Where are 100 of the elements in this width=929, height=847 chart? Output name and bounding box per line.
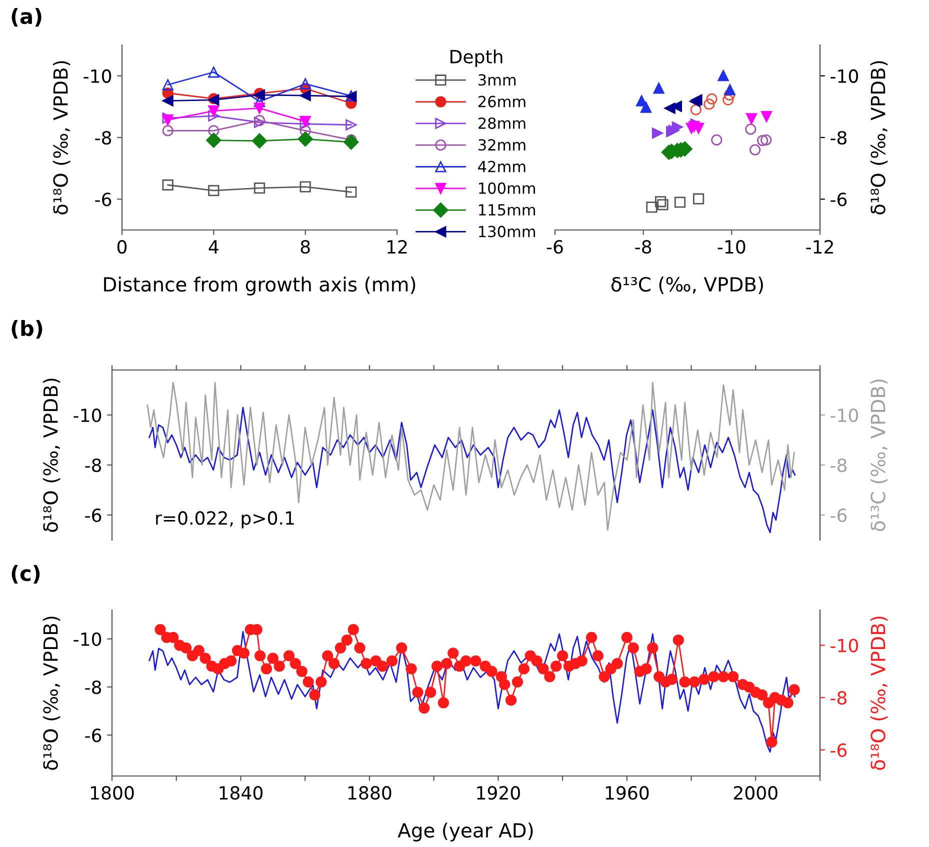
point [344, 134, 359, 150]
legend-label: 32mm [478, 139, 526, 151]
point [346, 186, 357, 198]
x-tick-label: 1800 [91, 786, 134, 800]
point [657, 199, 668, 210]
point [757, 135, 768, 146]
point [706, 93, 718, 105]
y-tick-label: -10 [74, 632, 102, 646]
point [162, 125, 174, 136]
x-axis-title: δ¹³C (‰, VPDB) [611, 276, 763, 294]
point [761, 110, 772, 122]
point [346, 119, 357, 130]
legend-label: 100mm [479, 182, 535, 194]
point [254, 102, 266, 114]
y2-tick-label: -6 [830, 192, 847, 206]
legend-label: 42mm [478, 160, 526, 172]
point [711, 134, 722, 146]
x-tick-label: 12 [387, 240, 407, 254]
text: (c) [12, 565, 40, 584]
x-tick-label: 4 [208, 240, 218, 254]
point [208, 66, 220, 78]
y-axis-title: δ¹⁸O (‰, VPDB) [42, 616, 60, 770]
y2-tick-label: -6 [830, 743, 847, 757]
point [745, 124, 756, 135]
x-tick-label: 2000 [734, 786, 778, 800]
y2-axis-title: δ¹⁸O (‰, VPDB) [870, 61, 888, 214]
point [162, 79, 174, 90]
y-tick-label: -8 [85, 458, 102, 472]
annotation: r=0.022, p>0.1 [156, 511, 294, 528]
y-tick-label: -6 [85, 508, 102, 522]
y2-tick-label: -8 [830, 691, 846, 705]
point [704, 98, 715, 110]
y-tick-label: -10 [84, 69, 112, 83]
x-axis-title: Age (year AD) [398, 822, 533, 842]
point [724, 84, 736, 96]
point [646, 202, 658, 213]
x-tick-label: 8 [300, 240, 310, 254]
point [300, 78, 311, 90]
y-tick-label: -8 [85, 680, 102, 694]
x-tick-label: 1960 [606, 786, 649, 800]
line-series [148, 406, 796, 534]
point [746, 113, 758, 124]
y-axis-title: δ¹⁸O (‰, VPDB) [52, 61, 70, 214]
x-tick-label: 1880 [348, 786, 392, 800]
point [206, 132, 222, 148]
y2-axis-title: δ¹⁸O (‰, VPDB) [870, 616, 888, 770]
point [162, 95, 174, 106]
point [718, 70, 729, 82]
legend-label: 26mm [478, 96, 526, 108]
legend-label: 3mm [478, 74, 516, 86]
point [652, 128, 664, 139]
y-tick-label: -8 [95, 130, 112, 145]
y-axis-title: δ¹⁸O (‰, VPDB) [42, 378, 60, 532]
x-tick-label: 1840 [220, 786, 263, 800]
x-tick-label: 0 [117, 240, 127, 254]
point [300, 90, 311, 102]
point [254, 182, 266, 194]
point [300, 125, 311, 136]
point [298, 131, 313, 147]
y2-tick-label: -10 [830, 69, 858, 83]
point [653, 82, 664, 94]
y2-axis-title: δ¹³C (‰, VPDB) [870, 380, 888, 532]
text: (a) [12, 8, 42, 27]
point [655, 196, 666, 208]
legend-label: 115mm [479, 204, 535, 216]
point [690, 104, 702, 116]
point [674, 196, 686, 208]
y2-tick-label: -6 [830, 508, 847, 522]
x-tick-label: -8 [635, 240, 652, 254]
point [300, 116, 311, 128]
legend-label: 130mm [479, 226, 535, 238]
x-tick-label: 1920 [477, 786, 520, 800]
y-tick-label: -6 [95, 192, 112, 206]
point [252, 133, 268, 148]
point [300, 181, 311, 192]
point [750, 144, 761, 156]
point [640, 102, 652, 113]
point [722, 94, 734, 106]
y-tick-label: -6 [85, 728, 102, 742]
y-tick-label: -10 [74, 408, 102, 422]
text: (b) [12, 320, 42, 339]
y2-tick-label: -8 [830, 130, 846, 145]
x-tick-label: -6 [546, 240, 563, 254]
y2-tick-label: -10 [830, 408, 858, 422]
x-tick-label: -10 [718, 240, 746, 254]
point [692, 193, 704, 204]
x-tick-label: -12 [806, 240, 833, 254]
legend-title: Depth [450, 50, 502, 67]
point [208, 105, 220, 117]
point [208, 125, 220, 136]
point [724, 89, 736, 101]
line-series [146, 382, 795, 531]
point [162, 179, 174, 191]
point [208, 184, 220, 196]
y2-tick-label: -10 [830, 638, 858, 652]
y2-tick-label: -8 [830, 458, 846, 472]
point [760, 134, 772, 146]
legend-label: 28mm [478, 117, 526, 129]
x-axis-title: Distance from growth axis (mm) [104, 276, 416, 296]
point [208, 110, 220, 122]
